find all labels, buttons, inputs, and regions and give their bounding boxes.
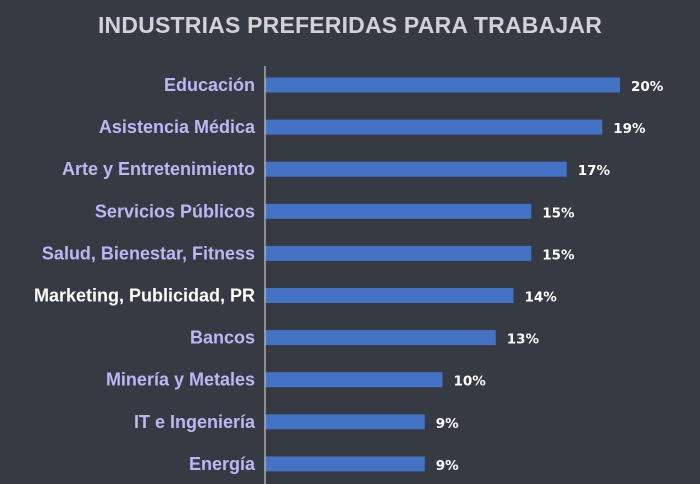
bar-1 — [265, 119, 603, 135]
value-label-9: 9% — [436, 458, 459, 474]
bar-3 — [265, 203, 532, 219]
value-label-8: 9% — [436, 416, 459, 432]
category-label-8: IT e Ingeniería — [134, 412, 256, 432]
value-label-5: 14% — [525, 290, 558, 306]
category-label-0: Educación — [164, 75, 255, 95]
category-label-4: Salud, Bienestar, Fitness — [42, 243, 255, 263]
category-label-3: Servicios Públicos — [95, 201, 255, 221]
bar-4 — [265, 245, 532, 261]
value-label-3: 15% — [542, 205, 575, 221]
value-label-1: 19% — [613, 121, 646, 137]
value-label-2: 17% — [578, 163, 611, 179]
chart-title: INDUSTRIAS PREFERIDAS PARA TRABAJAR — [97, 12, 603, 38]
bar-9 — [265, 456, 425, 472]
bar-7 — [265, 372, 443, 388]
value-label-0: 20% — [631, 79, 664, 95]
value-label-7: 10% — [454, 374, 487, 390]
bar-5 — [265, 288, 514, 303]
bars-group — [265, 77, 620, 472]
bar-0 — [265, 77, 620, 93]
category-label-7: Minería y Metales — [106, 370, 255, 390]
category-label-2: Arte y Entretenimiento — [62, 159, 255, 179]
bar-8 — [265, 414, 425, 430]
category-labels-group: Educación Asistencia Médica Arte y Entrete… — [34, 75, 256, 474]
category-label-6: Bancos — [190, 328, 255, 348]
category-label-9: Energía — [189, 454, 256, 474]
category-label-5: Marketing, Publicidad, PR — [34, 286, 255, 306]
value-label-4: 15% — [542, 247, 575, 263]
bar-6 — [265, 330, 496, 346]
bar-2 — [265, 161, 567, 177]
category-label-1: Asistencia Médica — [99, 117, 256, 137]
value-labels-group: 20% 19% 17% 15% 15% 14% 13% 10% 9% 9% — [436, 79, 664, 474]
value-label-6: 13% — [507, 332, 540, 348]
